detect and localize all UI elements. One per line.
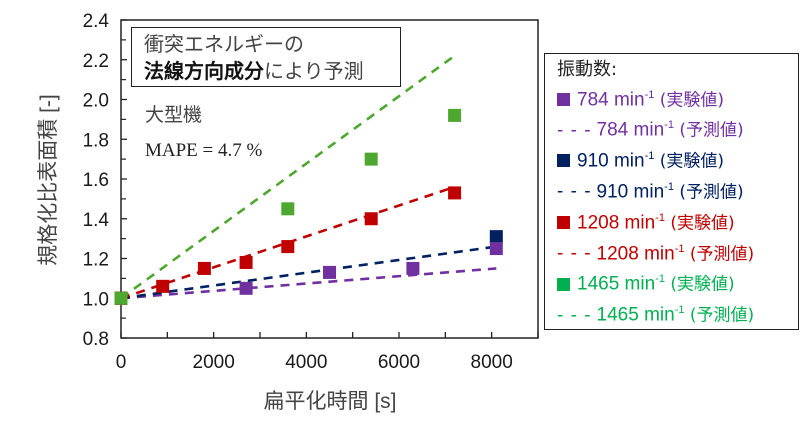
legend-entry: 784 min-1 (実験値) xyxy=(557,83,798,114)
annotation-box: 衝突エネルギーの 法線方向成分により予測 xyxy=(131,27,401,87)
legend-exponent: -1 xyxy=(674,304,685,317)
data-point xyxy=(448,108,462,122)
data-point xyxy=(281,202,295,216)
legend-square-marker xyxy=(557,92,570,106)
legend-exponent: -1 xyxy=(664,180,674,193)
y-tick-label: 2.0 xyxy=(83,91,109,112)
legend-suffix: (予測値) xyxy=(684,305,755,326)
legend-dash-marker: - - - xyxy=(557,304,592,326)
y-tick-label: 2.4 xyxy=(83,11,110,32)
prediction-lines xyxy=(120,54,497,300)
legend-suffix: (実験値) xyxy=(654,89,725,110)
y-tick-label: 2.2 xyxy=(83,51,109,72)
y-tick-label: 1.0 xyxy=(83,289,109,310)
data-point xyxy=(406,261,420,275)
legend-suffix: (実験値) xyxy=(664,213,735,234)
legend-entry: - - -1208 min-1 (予測値) xyxy=(557,237,798,268)
legend-square-marker xyxy=(557,154,570,168)
prediction-line xyxy=(120,185,456,300)
legend-suffix: (実験値) xyxy=(654,151,725,172)
y-tick-label: 0.8 xyxy=(83,329,109,350)
legend-value: 1208 min xyxy=(577,212,656,234)
machine-label: 大型機 xyxy=(145,104,203,126)
legend-entry: - - -784 min-1 (予測値) xyxy=(557,113,798,144)
tick-labels: 0.8 1.0 1.2 1.4 1.6 1.8 2.0 2.2 2.4 0 2000 4000 6000… xyxy=(83,11,513,373)
data-point xyxy=(489,230,503,244)
prediction-line xyxy=(120,54,456,300)
legend-exponent: -1 xyxy=(655,273,665,286)
x-tick-label: 0 xyxy=(116,352,127,373)
y-tick-label: 1.6 xyxy=(83,170,109,191)
data-point xyxy=(323,265,336,279)
legend-value: 1465 min xyxy=(596,304,675,326)
legend-square-marker xyxy=(557,277,570,291)
legend-value: 1208 min xyxy=(596,242,675,264)
x-axis-title: 扁平化時間 [s] xyxy=(263,390,396,413)
legend-value: 784 min xyxy=(596,119,665,141)
legend-suffix: (予測値) xyxy=(673,120,744,141)
legend-title: 振動数: xyxy=(557,59,618,80)
data-points xyxy=(114,108,503,305)
y-tick-label: 1.8 xyxy=(83,130,109,151)
annotation-bold: 法線方向成分 xyxy=(144,59,264,83)
data-point xyxy=(489,242,503,256)
x-tick-label: 6000 xyxy=(378,352,420,373)
legend-suffix: (実験値) xyxy=(664,274,735,295)
y-axis-title: 規格化比表面積 [-] xyxy=(37,94,60,266)
legend-suffix: (予測値) xyxy=(684,243,755,264)
x-tick-label: 2000 xyxy=(193,352,235,373)
prediction-line xyxy=(120,267,497,300)
legend-entries: 784 min-1 (実験値) - - -784 min-1 (予測値) 910 m… xyxy=(557,83,798,330)
legend-exponent: -1 xyxy=(644,88,655,101)
data-point xyxy=(281,240,295,254)
x-tick-label: 8000 xyxy=(471,352,513,373)
legend-value: 784 min xyxy=(577,88,645,110)
mape-label: MAPE = 4.7 % xyxy=(145,140,263,161)
legend-exponent: -1 xyxy=(674,242,685,255)
data-point xyxy=(156,279,170,293)
legend-exponent: -1 xyxy=(655,211,665,224)
legend-entry: - - -1465 min-1 (予測値) xyxy=(557,298,798,329)
legend-value: 910 min xyxy=(596,181,665,203)
data-point xyxy=(239,281,253,295)
data-point xyxy=(114,291,128,305)
legend-dash-marker: - - - xyxy=(557,119,592,141)
legend: 振動数: 784 min-1 (実験値) - - -784 min-1 (予測値)… xyxy=(544,53,799,330)
x-tick-label: 4000 xyxy=(285,352,327,373)
legend-entry: 910 min-1 (実験値) xyxy=(557,144,798,175)
legend-exponent: -1 xyxy=(664,119,674,132)
legend-dash-marker: - - - xyxy=(557,181,592,203)
legend-suffix: (予測値) xyxy=(673,182,744,203)
legend-square-marker xyxy=(557,216,570,230)
legend-value: 910 min xyxy=(577,150,645,172)
legend-value: 1465 min xyxy=(577,273,656,295)
data-point xyxy=(197,261,211,275)
legend-entry: 1465 min-1 (実験値) xyxy=(557,267,798,298)
data-point xyxy=(364,152,378,166)
data-point xyxy=(448,186,462,200)
data-point xyxy=(364,212,378,226)
y-tick-label: 1.4 xyxy=(83,210,110,231)
annotation-rest: により予測 xyxy=(264,59,364,83)
legend-dash-marker: - - - xyxy=(557,242,592,264)
y-tick-label: 1.2 xyxy=(83,250,109,271)
legend-exponent: -1 xyxy=(644,150,655,163)
annotation-line-1: 衝突エネルギーの xyxy=(144,32,304,56)
legend-entry: 1208 min-1 (実験値) xyxy=(557,206,798,237)
legend-entry: - - -910 min-1 (予測値) xyxy=(557,175,798,206)
data-point xyxy=(239,255,253,269)
annotation-line-2: 法線方向成分により予測 xyxy=(144,58,400,85)
axes xyxy=(120,19,539,339)
